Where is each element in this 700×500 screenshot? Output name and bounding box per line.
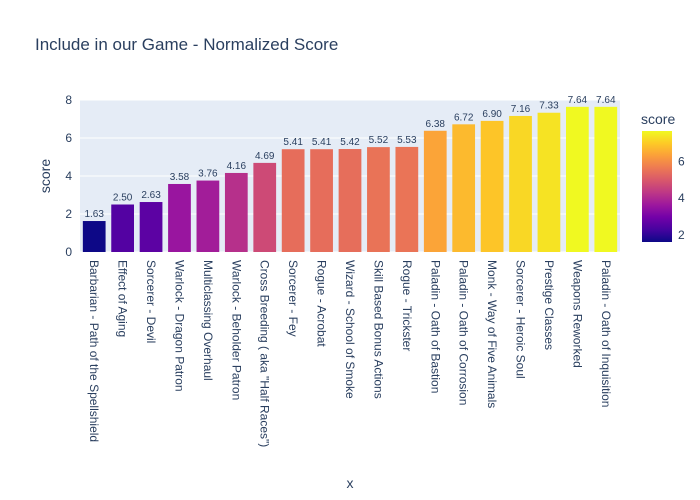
bar	[566, 106, 589, 252]
data-label: 2.50	[113, 193, 133, 204]
data-label: 1.63	[84, 209, 104, 220]
x-tick-label: Paladin - Oath of Inquisition	[599, 260, 613, 407]
bars	[82, 106, 618, 253]
bar	[395, 146, 419, 252]
data-label: 7.64	[596, 95, 616, 106]
bar	[281, 149, 305, 252]
y-tick-label: 0	[65, 245, 72, 259]
data-label: 7.16	[511, 104, 531, 115]
x-tick-label: Rogue - Acrobat	[315, 260, 329, 347]
colorbar-ticks: 2 4 6	[678, 154, 685, 242]
bar	[594, 106, 618, 252]
x-tick-label: Multiclassing Overhaul	[201, 260, 215, 381]
x-tick-label: Cross Breeding ( aka "Half Races")	[258, 260, 272, 447]
data-label: 4.16	[227, 161, 247, 172]
x-tick-label: Wizard - School of Smoke	[343, 260, 357, 399]
data-label: 3.76	[198, 169, 218, 180]
x-tick-label: Warlock - Beholder Patron	[229, 260, 243, 400]
data-labels: 1.63 2.50 2.63 3.58 3.76 4.16 4.69 5.41 5.41 5.42…	[84, 95, 615, 220]
y-axis-ticks: 0 2 4 6 8	[65, 93, 72, 259]
data-label: 6.38	[426, 119, 446, 130]
colorbar	[642, 131, 672, 242]
x-axis-title: x	[347, 475, 354, 491]
x-tick-label: Sorcerer - Devil	[144, 260, 158, 343]
x-tick-label: Effect of Aging	[116, 260, 130, 337]
y-tick-label: 4	[65, 169, 72, 183]
x-tick-label: Barbarian - Path of the Spellshield	[87, 260, 101, 442]
data-label: 6.72	[454, 112, 474, 123]
data-label: 5.42	[340, 137, 360, 148]
bar	[111, 204, 134, 252]
colorbar-tick-label: 4	[678, 191, 685, 205]
bar	[338, 149, 362, 252]
x-axis-ticks: Barbarian - Path of the Spellshield Effec…	[87, 260, 613, 447]
bar	[537, 112, 561, 252]
bar	[509, 115, 532, 253]
data-label: 6.90	[482, 109, 502, 120]
data-label: 5.41	[312, 137, 332, 148]
bar	[82, 221, 106, 252]
x-tick-label: Weapons Reworked	[570, 260, 584, 368]
data-label: 4.69	[255, 151, 275, 162]
x-tick-label: Paladin - Oath of Corrosion	[457, 260, 471, 405]
x-tick-label: Sorcerer - Heroic Soul	[514, 260, 528, 379]
x-tick-label: Monk - Way of Five Animals	[485, 260, 499, 408]
data-label: 5.53	[397, 135, 417, 146]
x-tick-label: Paladin - Oath of Bastion	[428, 260, 442, 393]
x-tick-label: Rogue - Trickster	[400, 260, 414, 351]
bar	[423, 130, 447, 252]
y-tick-label: 6	[65, 131, 72, 145]
bar	[367, 147, 390, 252]
bar	[480, 120, 504, 253]
data-label: 5.52	[369, 135, 389, 146]
bar	[310, 149, 333, 252]
y-tick-label: 8	[65, 93, 72, 107]
colorbar-tick-label: 6	[678, 154, 685, 168]
data-label: 3.58	[170, 172, 190, 183]
bar	[196, 180, 220, 252]
x-tick-label: Skill Based Bonus Actions	[371, 260, 385, 399]
bar	[253, 162, 277, 252]
chart-title: Include in our Game - Normalized Score	[35, 35, 338, 54]
y-axis-title: score	[37, 159, 53, 193]
bar	[168, 183, 191, 252]
y-tick-label: 2	[65, 207, 72, 221]
x-tick-label: Prestige Classes	[542, 260, 556, 350]
x-tick-label: Warlock - Dragon Patron	[172, 260, 186, 392]
bar	[224, 172, 248, 252]
data-label: 7.33	[539, 101, 559, 112]
bar	[452, 124, 476, 252]
data-label: 7.64	[568, 95, 588, 106]
data-label: 2.63	[141, 190, 161, 201]
bar	[139, 202, 163, 252]
colorbar-title: score	[641, 111, 675, 127]
colorbar-tick-label: 2	[678, 228, 685, 242]
x-tick-label: Sorcerer - Fey	[286, 260, 300, 337]
data-label: 5.41	[283, 137, 303, 148]
